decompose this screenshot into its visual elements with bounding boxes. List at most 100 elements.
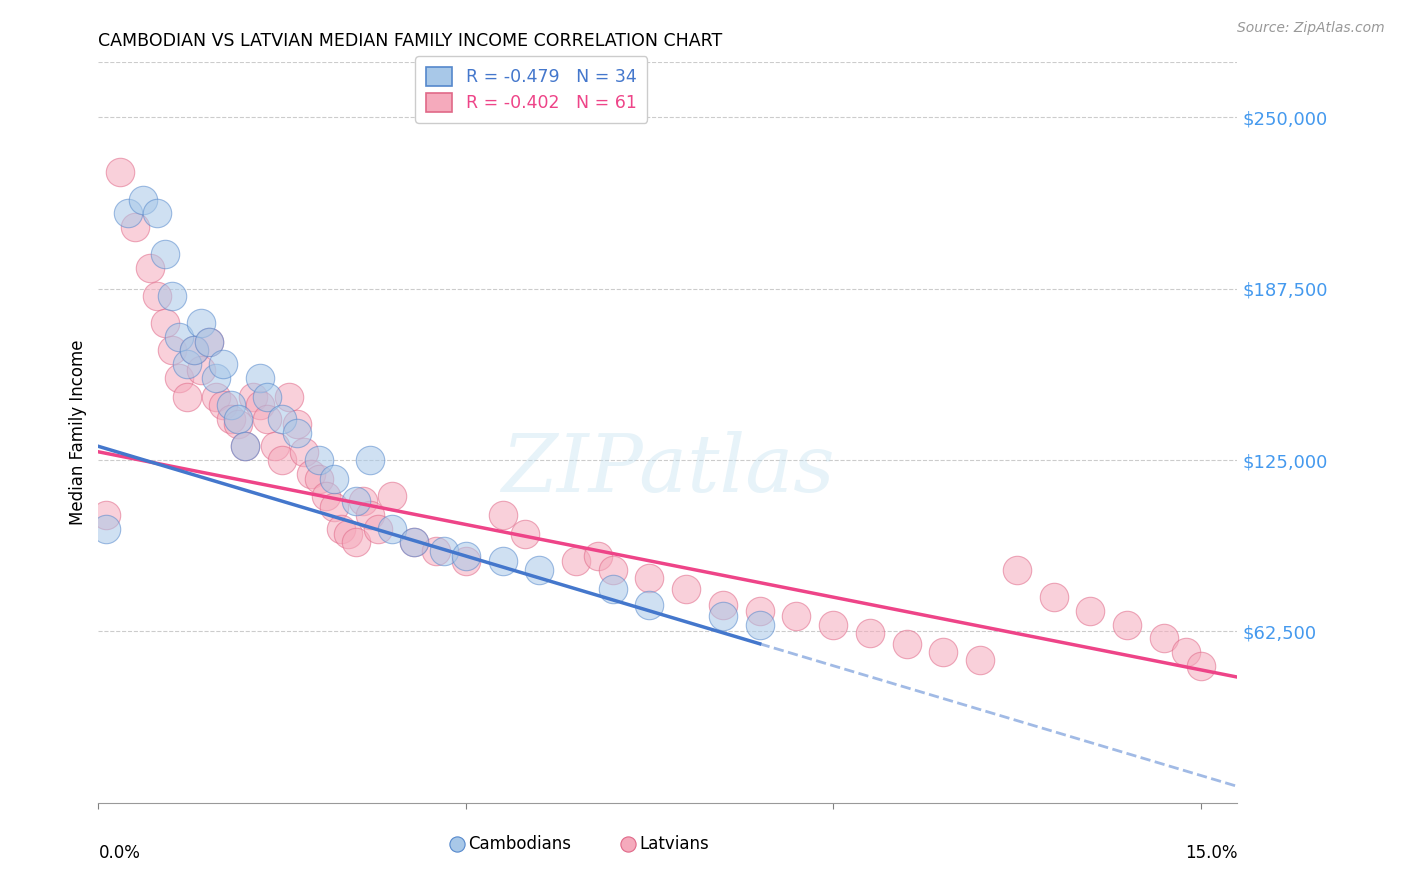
- Text: CAMBODIAN VS LATVIAN MEDIAN FAMILY INCOME CORRELATION CHART: CAMBODIAN VS LATVIAN MEDIAN FAMILY INCOM…: [98, 32, 723, 50]
- Point: [322, 472, 344, 486]
- Point: [404, 535, 426, 549]
- Point: [292, 445, 315, 459]
- Point: [146, 288, 169, 302]
- Point: [190, 362, 212, 376]
- Point: [454, 554, 477, 568]
- Point: [785, 609, 807, 624]
- Point: [256, 390, 278, 404]
- Point: [367, 522, 389, 536]
- Point: [160, 288, 183, 302]
- Point: [1005, 563, 1028, 577]
- Point: [1174, 645, 1197, 659]
- Point: [205, 390, 228, 404]
- Point: [139, 261, 162, 276]
- Point: [513, 527, 536, 541]
- Point: [454, 549, 477, 563]
- Point: [160, 343, 183, 358]
- Point: [131, 193, 153, 207]
- Point: [278, 390, 301, 404]
- Point: [308, 472, 330, 486]
- Point: [226, 412, 249, 426]
- Point: [235, 439, 257, 453]
- Point: [1189, 658, 1212, 673]
- Point: [602, 582, 624, 596]
- Point: [271, 453, 294, 467]
- Point: [344, 535, 367, 549]
- Point: [748, 617, 770, 632]
- Point: [859, 625, 882, 640]
- Point: [301, 467, 323, 481]
- Point: [219, 412, 242, 426]
- Point: [896, 637, 918, 651]
- Point: [711, 599, 734, 613]
- Point: [425, 543, 447, 558]
- Point: [1116, 617, 1139, 632]
- Point: [352, 494, 374, 508]
- Point: [675, 582, 697, 596]
- Point: [249, 398, 271, 412]
- Point: [205, 371, 228, 385]
- Point: [711, 609, 734, 624]
- Point: [146, 206, 169, 220]
- Point: [308, 453, 330, 467]
- Text: Cambodians: Cambodians: [468, 835, 572, 853]
- Point: [932, 645, 955, 659]
- Point: [153, 247, 176, 261]
- Point: [249, 371, 271, 385]
- Point: [381, 489, 404, 503]
- Point: [1078, 604, 1101, 618]
- Text: Latvians: Latvians: [640, 835, 709, 853]
- Point: [433, 543, 456, 558]
- Point: [226, 417, 249, 432]
- Point: [167, 329, 190, 343]
- Point: [969, 653, 991, 667]
- Point: [197, 335, 219, 350]
- Point: [190, 316, 212, 330]
- Point: [565, 554, 588, 568]
- Point: [322, 500, 344, 514]
- Point: [602, 563, 624, 577]
- Point: [285, 425, 308, 440]
- Point: [491, 508, 513, 522]
- Point: [404, 535, 426, 549]
- Legend: R = -0.479   N = 34, R = -0.402   N = 61: R = -0.479 N = 34, R = -0.402 N = 61: [415, 56, 647, 122]
- Point: [748, 604, 770, 618]
- Point: [183, 343, 205, 358]
- Point: [242, 390, 264, 404]
- Y-axis label: Median Family Income: Median Family Income: [69, 340, 87, 525]
- Point: [344, 494, 367, 508]
- Point: [263, 439, 285, 453]
- Point: [94, 508, 117, 522]
- Text: 0.0%: 0.0%: [98, 844, 141, 862]
- Point: [381, 522, 404, 536]
- Point: [337, 527, 360, 541]
- Point: [110, 165, 132, 179]
- Point: [153, 316, 176, 330]
- Point: [212, 357, 235, 371]
- Point: [491, 554, 513, 568]
- Point: [285, 417, 308, 432]
- Point: [183, 343, 205, 358]
- Point: [197, 335, 219, 350]
- Point: [167, 371, 190, 385]
- Point: [315, 489, 337, 503]
- Point: [823, 617, 845, 632]
- Point: [256, 412, 278, 426]
- Text: Source: ZipAtlas.com: Source: ZipAtlas.com: [1237, 21, 1385, 35]
- Point: [271, 412, 294, 426]
- Point: [235, 439, 257, 453]
- Point: [638, 571, 661, 585]
- Point: [359, 508, 381, 522]
- Point: [586, 549, 609, 563]
- Point: [1042, 590, 1064, 604]
- Point: [638, 599, 661, 613]
- Point: [1153, 632, 1175, 646]
- Point: [176, 357, 198, 371]
- Point: [176, 390, 198, 404]
- Point: [359, 453, 381, 467]
- Point: [212, 398, 235, 412]
- Point: [117, 206, 139, 220]
- Point: [124, 219, 146, 234]
- Point: [329, 522, 352, 536]
- Point: [529, 563, 551, 577]
